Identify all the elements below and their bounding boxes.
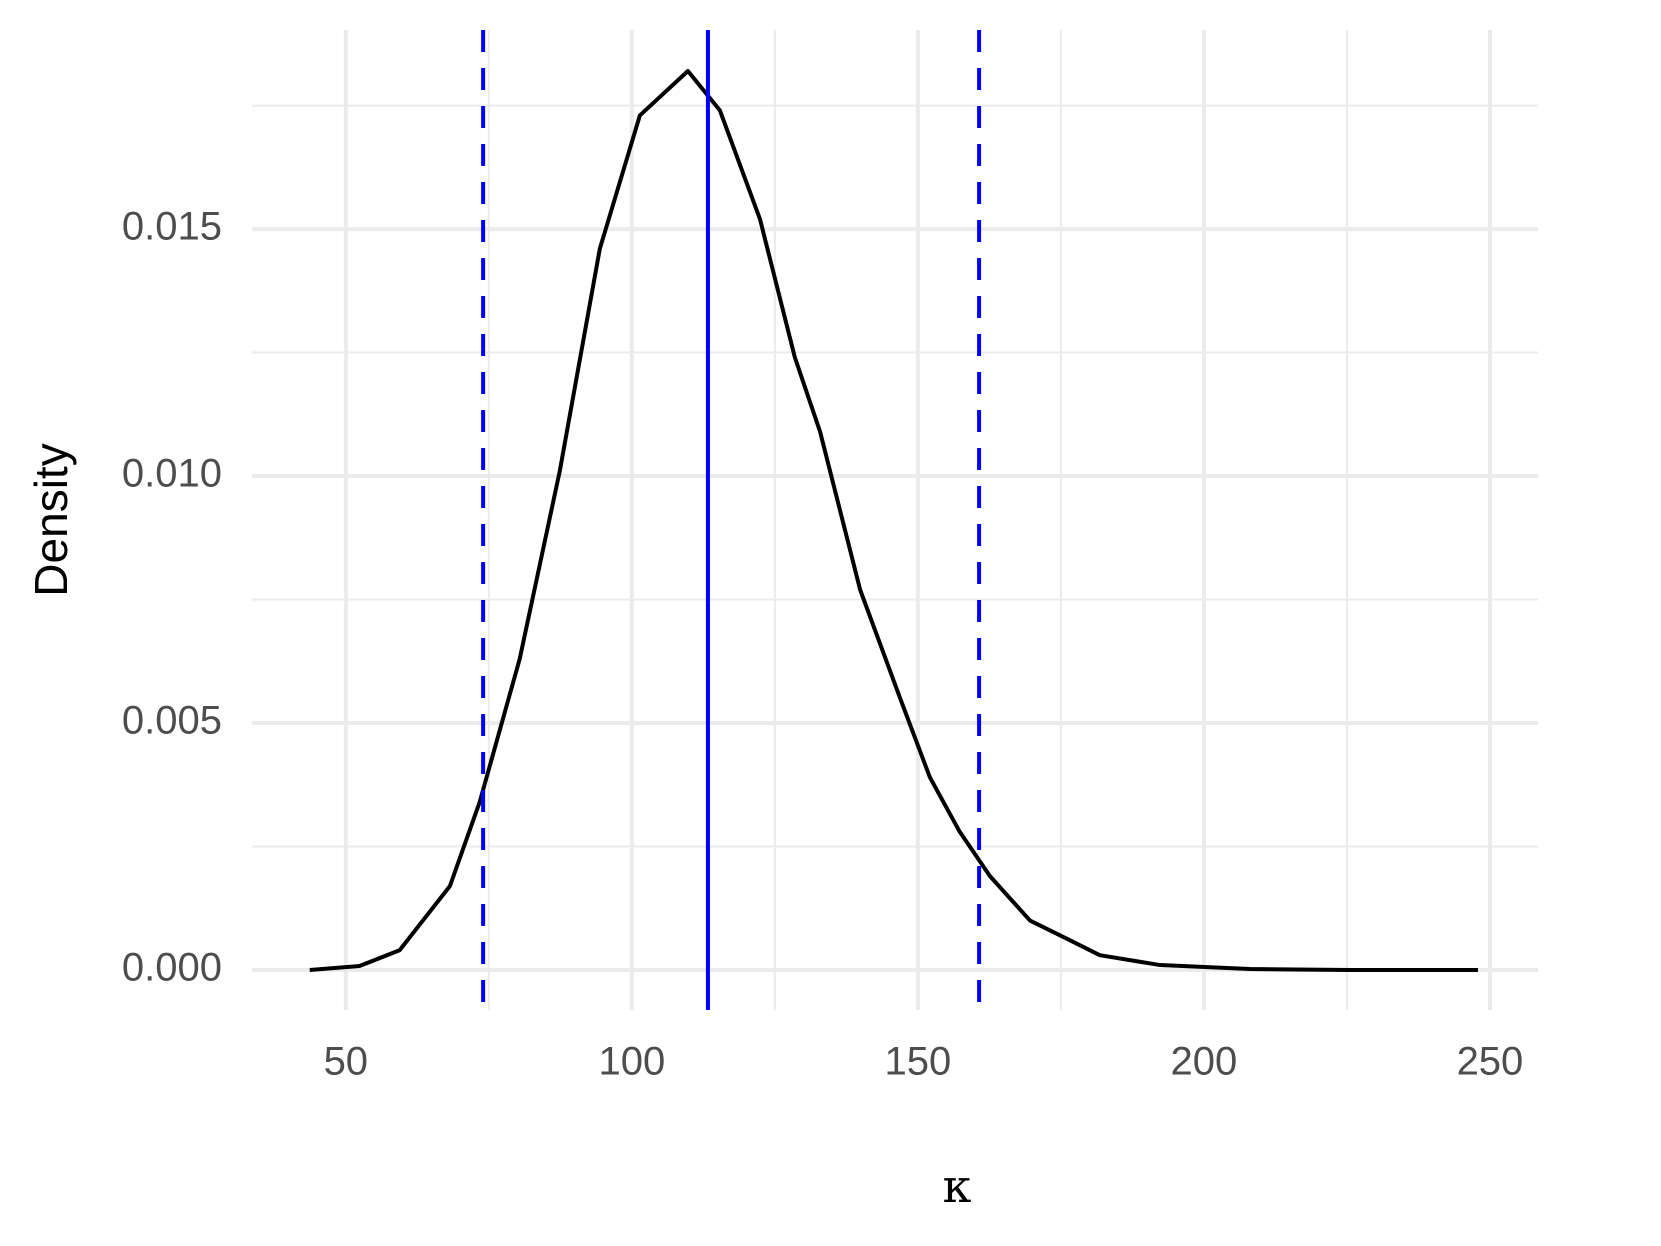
y-tick-label: 0.005: [122, 699, 222, 743]
x-tick-label: 250: [1457, 1040, 1524, 1084]
y-tick-label: 0.015: [122, 205, 222, 249]
y-axis-title: Density: [25, 443, 77, 596]
density-line: [309, 68, 1478, 972]
x-tick-label: 200: [1171, 1040, 1238, 1084]
x-tick-label: 150: [885, 1040, 952, 1084]
x-axis-title: κ: [943, 1159, 972, 1213]
x-tick-label: 100: [598, 1040, 665, 1084]
y-tick-label: 0.000: [122, 946, 222, 990]
y-tick-label: 0.010: [122, 452, 222, 496]
x-tick-label: 50: [324, 1040, 369, 1084]
